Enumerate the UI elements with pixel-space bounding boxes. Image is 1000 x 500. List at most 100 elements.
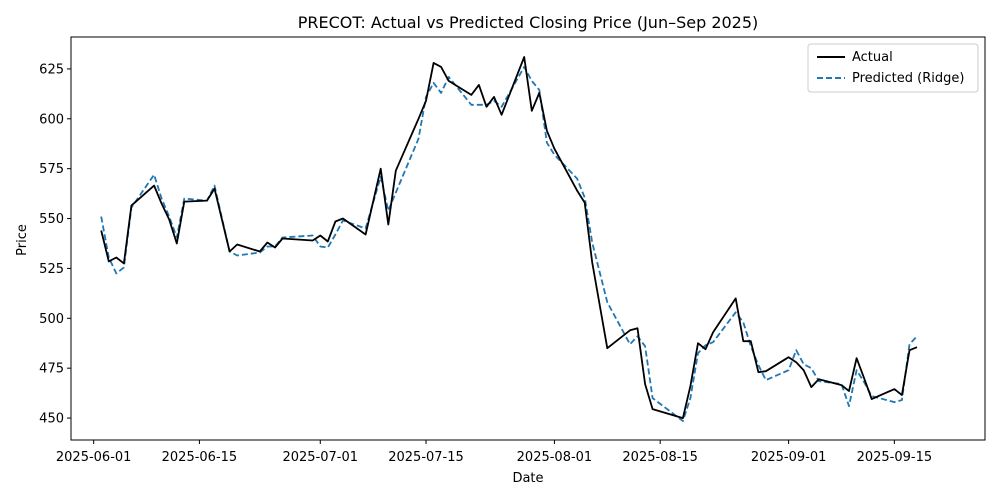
data-point-predicted bbox=[712, 341, 714, 343]
series-line-predicted bbox=[100, 66, 918, 422]
data-point-actual bbox=[735, 298, 737, 300]
data-point-predicted bbox=[418, 138, 420, 140]
data-point-predicted bbox=[607, 302, 609, 304]
data-point-predicted bbox=[539, 89, 541, 91]
data-point-actual bbox=[690, 385, 692, 387]
data-point-actual bbox=[637, 328, 639, 330]
data-point-actual bbox=[116, 257, 118, 259]
data-point-actual bbox=[282, 238, 284, 240]
data-point-actual bbox=[871, 398, 873, 400]
data-point-actual bbox=[320, 235, 322, 237]
data-point-actual bbox=[901, 394, 903, 396]
data-point-actual bbox=[607, 347, 609, 349]
data-point-predicted bbox=[100, 216, 102, 218]
data-point-predicted bbox=[116, 273, 118, 275]
data-point-predicted bbox=[697, 352, 699, 354]
data-point-actual bbox=[108, 261, 110, 263]
data-point-actual bbox=[591, 262, 593, 264]
data-point-predicted bbox=[743, 322, 745, 324]
data-point-predicted bbox=[312, 235, 314, 237]
data-point-predicted bbox=[501, 106, 503, 108]
data-point-predicted bbox=[629, 343, 631, 345]
data-point-actual bbox=[682, 417, 684, 419]
data-point-predicted bbox=[765, 379, 767, 381]
y-axis-label: Price bbox=[15, 224, 30, 256]
data-point-predicted bbox=[811, 367, 813, 369]
data-point-actual bbox=[153, 185, 155, 187]
data-point-predicted bbox=[546, 142, 548, 144]
series-layer bbox=[100, 56, 918, 422]
data-point-actual bbox=[425, 100, 427, 102]
data-point-predicted bbox=[894, 401, 896, 403]
legend-label-actual: Actual bbox=[852, 50, 893, 65]
data-point-actual bbox=[803, 369, 805, 371]
data-point-actual bbox=[206, 200, 208, 202]
data-point-actual bbox=[629, 330, 631, 332]
x-axis: 2025-06-01 2025-06-15 2025-07-01 2025-07-15… bbox=[56, 440, 932, 465]
data-point-predicted bbox=[682, 420, 684, 422]
data-point-predicted bbox=[690, 397, 692, 399]
data-point-actual bbox=[161, 203, 163, 205]
data-point-actual bbox=[652, 408, 654, 410]
x-axis-label: Date bbox=[512, 471, 543, 486]
data-point-actual bbox=[539, 92, 541, 94]
data-point-actual bbox=[576, 190, 578, 192]
data-point-actual bbox=[100, 230, 102, 232]
data-point-predicted bbox=[123, 267, 125, 269]
data-point-predicted bbox=[388, 210, 390, 212]
data-point-actual bbox=[312, 240, 314, 242]
data-point-actual bbox=[546, 130, 548, 132]
x-tick-label: 2025-09-01 bbox=[751, 450, 827, 465]
x-tick-label: 2025-06-01 bbox=[56, 450, 132, 465]
data-point-predicted bbox=[788, 369, 790, 371]
data-point-actual bbox=[788, 356, 790, 358]
chart-title: PRECOT: Actual vs Predicted Closing Pric… bbox=[298, 13, 759, 32]
data-point-actual bbox=[229, 251, 231, 253]
data-point-predicted bbox=[153, 174, 155, 176]
y-tick-label: 625 bbox=[39, 62, 64, 77]
data-point-actual bbox=[335, 221, 337, 223]
data-point-actual bbox=[131, 205, 133, 207]
data-point-actual bbox=[388, 224, 390, 226]
y-tick-label: 500 bbox=[39, 312, 64, 327]
data-point-predicted bbox=[652, 397, 654, 399]
x-tick-label: 2025-06-15 bbox=[162, 450, 238, 465]
data-point-actual bbox=[418, 118, 420, 120]
plot-frame bbox=[70, 36, 986, 441]
data-point-predicted bbox=[735, 312, 737, 314]
data-point-predicted bbox=[433, 82, 435, 84]
x-tick-label: 2025-08-01 bbox=[517, 450, 593, 465]
data-point-actual bbox=[501, 114, 503, 116]
data-point-predicted bbox=[161, 198, 163, 200]
data-point-predicted bbox=[320, 246, 322, 248]
data-point-actual bbox=[841, 384, 843, 386]
data-point-actual bbox=[342, 218, 344, 220]
y-tick-label: 600 bbox=[39, 112, 64, 127]
data-point-predicted bbox=[236, 255, 238, 257]
x-tick-label: 2025-09-15 bbox=[857, 450, 933, 465]
legend-box bbox=[807, 43, 979, 93]
data-point-actual bbox=[471, 94, 473, 96]
x-tick-label: 2025-07-15 bbox=[388, 450, 464, 465]
y-tick-label: 525 bbox=[39, 262, 64, 277]
data-point-predicted bbox=[856, 369, 858, 371]
data-point-predicted bbox=[584, 197, 586, 199]
data-point-actual bbox=[712, 332, 714, 334]
data-point-predicted bbox=[909, 343, 911, 345]
data-point-actual bbox=[523, 56, 525, 58]
data-point-predicted bbox=[916, 336, 918, 338]
series-line-actual bbox=[100, 56, 918, 420]
data-point-actual bbox=[433, 62, 435, 64]
data-point-predicted bbox=[395, 192, 397, 194]
x-tick-label: 2025-08-15 bbox=[622, 450, 698, 465]
data-point-actual bbox=[697, 342, 699, 344]
data-point-actual bbox=[584, 202, 586, 204]
data-point-actual bbox=[176, 243, 178, 245]
data-point-actual bbox=[274, 247, 276, 249]
data-point-actual bbox=[365, 234, 367, 236]
data-point-actual bbox=[894, 388, 896, 390]
x-tick-label: 2025-07-01 bbox=[282, 450, 358, 465]
data-point-actual bbox=[644, 383, 646, 385]
data-point-predicted bbox=[184, 198, 186, 200]
